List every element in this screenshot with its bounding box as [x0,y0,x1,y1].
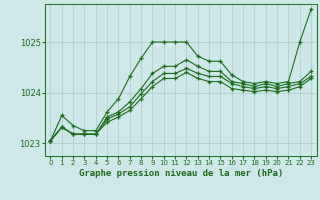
X-axis label: Graphe pression niveau de la mer (hPa): Graphe pression niveau de la mer (hPa) [79,169,283,178]
